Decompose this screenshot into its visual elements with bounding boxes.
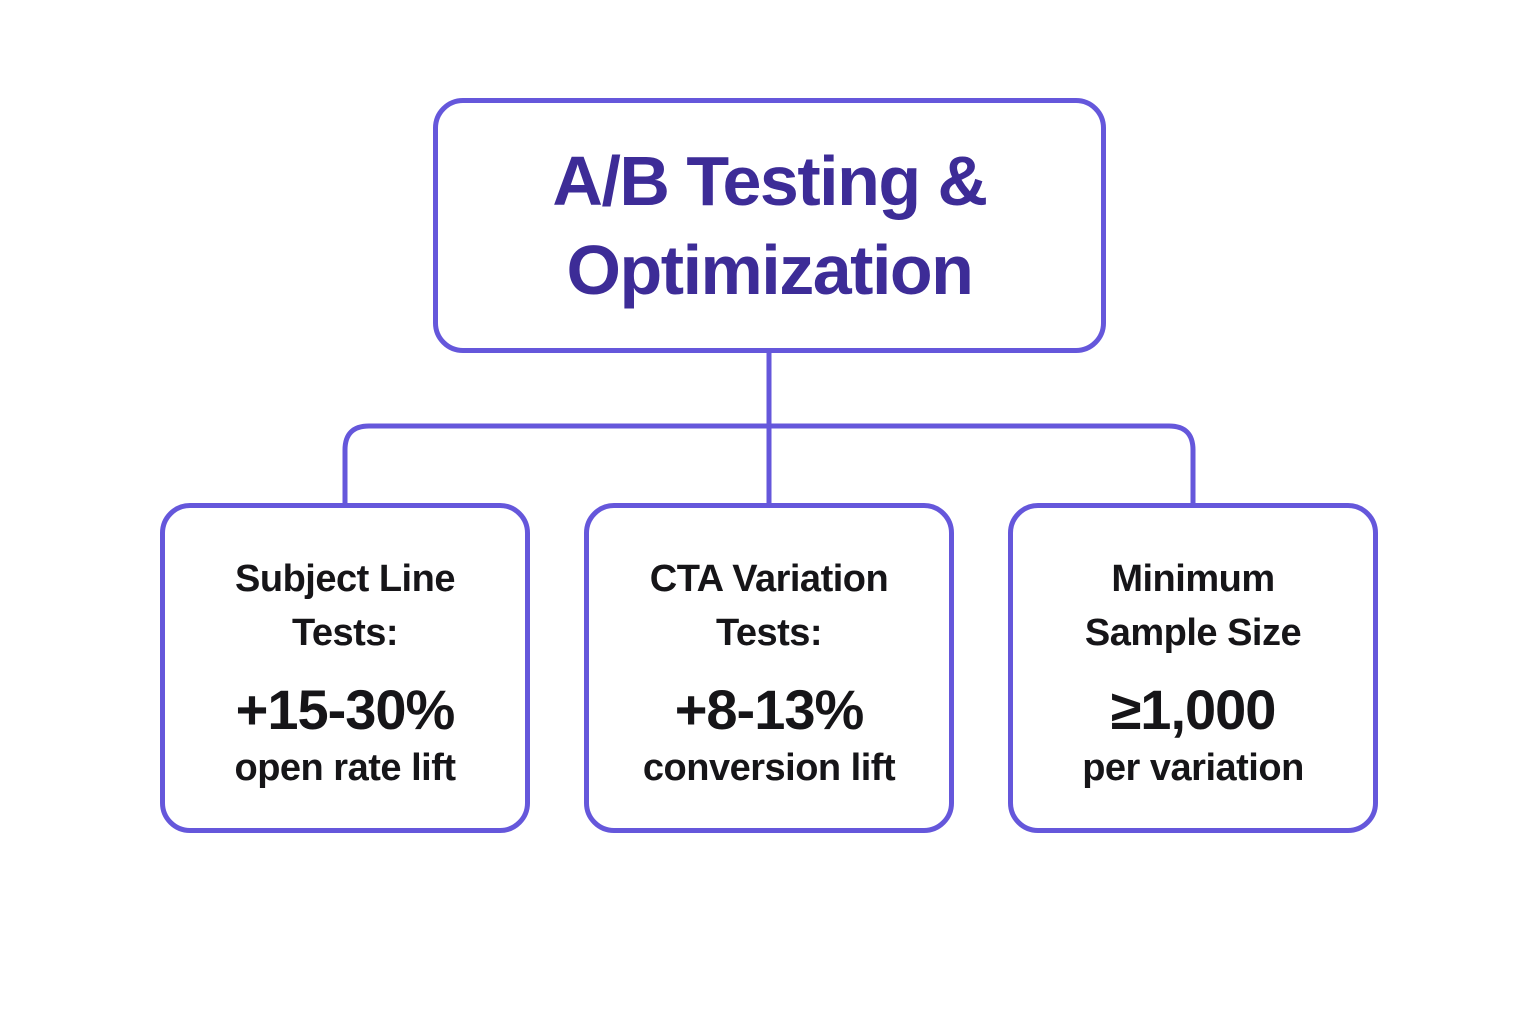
child-node-heading: CTA Variation Tests:: [649, 552, 889, 661]
child-node-stat: +8-13%: [674, 677, 865, 741]
child-heading-line-2: Tests:: [715, 612, 823, 655]
child-heading-line-1: CTA Variation: [649, 558, 889, 600]
child-node-caption: conversion lift: [642, 747, 896, 790]
child-node-stat: +15-30%: [235, 677, 456, 741]
connector-branch-rail: [342, 423, 1196, 503]
child-heading-line-2: Sample Size: [1084, 612, 1302, 655]
child-heading-line-1: Subject Line: [235, 558, 455, 600]
child-node-heading: Minimum Sample Size: [1084, 552, 1302, 661]
child-node-cta-variation-tests: CTA Variation Tests: +8-13% conversion l…: [584, 503, 954, 833]
root-node-title: A/B Testing & Optimization: [552, 137, 988, 315]
child-heading-line-1: Minimum: [1111, 558, 1275, 600]
child-node-stat: ≥1,000: [1110, 677, 1277, 741]
child-heading-line-2: Tests:: [291, 612, 399, 655]
child-node-caption: open rate lift: [234, 747, 456, 790]
child-node-subject-line-tests: Subject Line Tests: +15-30% open rate li…: [160, 503, 530, 833]
root-title-line-1: A/B Testing &: [552, 141, 988, 220]
root-title-line-2: Optimization: [566, 230, 974, 309]
root-node-ab-testing: A/B Testing & Optimization: [433, 98, 1106, 353]
child-node-minimum-sample-size: Minimum Sample Size ≥1,000 per variation: [1008, 503, 1378, 833]
child-node-heading: Subject Line Tests:: [235, 552, 455, 661]
child-node-caption: per variation: [1082, 747, 1304, 790]
